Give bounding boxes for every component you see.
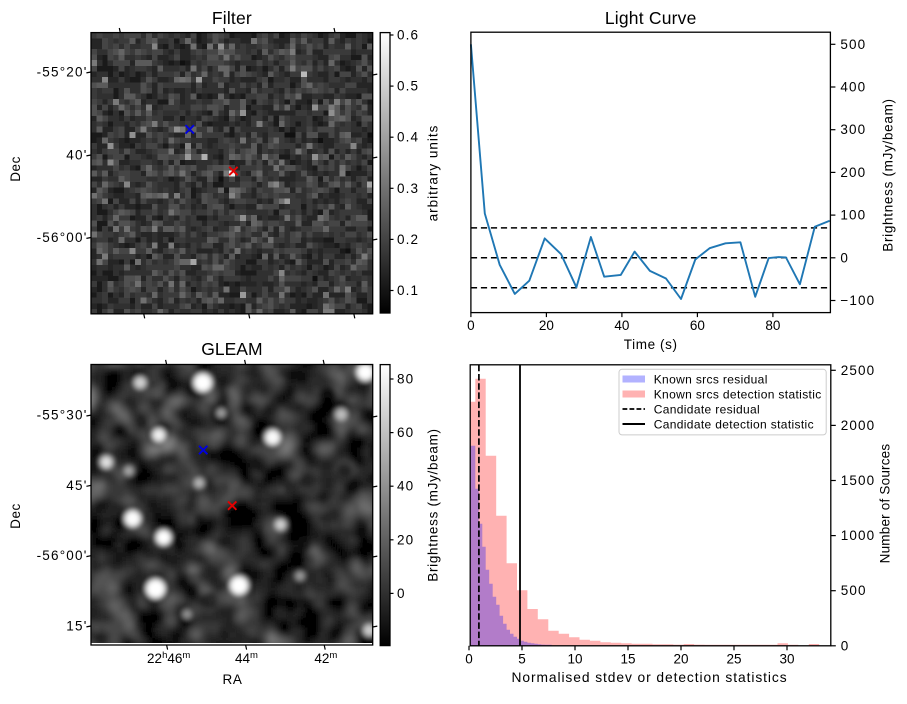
svg-text:0.6: 0.6 xyxy=(397,28,419,43)
svg-text:2500: 2500 xyxy=(841,363,875,378)
svg-text:15': 15' xyxy=(66,619,87,634)
svg-text:Filter: Filter xyxy=(212,8,252,28)
svg-text:0: 0 xyxy=(467,318,475,333)
svg-text:0.2: 0.2 xyxy=(397,232,419,247)
svg-text:25: 25 xyxy=(726,651,741,666)
svg-text:500: 500 xyxy=(841,583,867,598)
svg-text:40: 40 xyxy=(397,479,414,494)
svg-text:Dec: Dec xyxy=(8,503,23,529)
svg-text:45': 45' xyxy=(66,478,87,493)
svg-text:0: 0 xyxy=(840,250,849,265)
svg-text:20: 20 xyxy=(397,532,414,547)
svg-text:100: 100 xyxy=(840,208,866,223)
svg-text:60: 60 xyxy=(690,318,705,333)
svg-text:80: 80 xyxy=(397,372,414,387)
svg-text:5: 5 xyxy=(518,651,526,666)
svg-text:Number of Sources: Number of Sources xyxy=(878,444,893,564)
svg-text:−100: −100 xyxy=(840,293,875,308)
svg-text:Normalised stdev or detection: Normalised stdev or detection statistics xyxy=(511,670,787,685)
svg-text:-55°30': -55°30' xyxy=(37,408,88,423)
svg-text:80: 80 xyxy=(765,318,780,333)
svg-text:Candidate detection statistic: Candidate detection statistic xyxy=(654,417,814,431)
svg-text:Time (s): Time (s) xyxy=(624,337,678,352)
svg-text:15: 15 xyxy=(620,651,635,666)
svg-text:22h46m: 22h46m xyxy=(147,650,190,666)
svg-text:30: 30 xyxy=(779,651,794,666)
svg-text:Light Curve: Light Curve xyxy=(605,8,697,28)
svg-text:200: 200 xyxy=(840,165,866,180)
svg-text:-56°00': -56°00' xyxy=(37,230,88,245)
svg-text:300: 300 xyxy=(840,122,866,137)
svg-text:Brightness (mJy/beam): Brightness (mJy/beam) xyxy=(426,428,441,582)
svg-text:Dec: Dec xyxy=(8,156,23,182)
svg-text:GLEAM: GLEAM xyxy=(201,339,262,359)
svg-text:1000: 1000 xyxy=(841,528,875,543)
svg-text:1500: 1500 xyxy=(841,473,875,488)
svg-text:400: 400 xyxy=(840,80,866,95)
svg-text:Candidate residual: Candidate residual xyxy=(654,402,760,416)
svg-text:arbitrary units: arbitrary units xyxy=(426,125,441,222)
svg-text:Known srcs detection statistic: Known srcs detection statistic xyxy=(654,387,822,401)
svg-text:2000: 2000 xyxy=(841,418,875,433)
svg-text:-55°20': -55°20' xyxy=(37,65,88,80)
svg-text:20: 20 xyxy=(539,318,554,333)
svg-text:20: 20 xyxy=(673,651,688,666)
svg-text:0: 0 xyxy=(465,651,473,666)
svg-text:0: 0 xyxy=(841,638,850,653)
svg-text:40': 40' xyxy=(66,148,87,163)
svg-text:0.1: 0.1 xyxy=(397,283,419,298)
svg-text:Known srcs residual: Known srcs residual xyxy=(654,372,768,386)
svg-text:RA: RA xyxy=(223,672,243,687)
svg-text:0.3: 0.3 xyxy=(397,181,419,196)
svg-text:10: 10 xyxy=(567,651,582,666)
svg-text:500: 500 xyxy=(840,37,866,52)
svg-text:Brightness (mJy/beam): Brightness (mJy/beam) xyxy=(881,98,896,252)
svg-text:0.5: 0.5 xyxy=(397,79,419,94)
svg-text:40: 40 xyxy=(614,318,629,333)
svg-text:0: 0 xyxy=(397,586,406,601)
svg-text:0.4: 0.4 xyxy=(397,130,419,145)
svg-text:-56°00': -56°00' xyxy=(37,548,88,563)
svg-text:60: 60 xyxy=(397,425,414,440)
